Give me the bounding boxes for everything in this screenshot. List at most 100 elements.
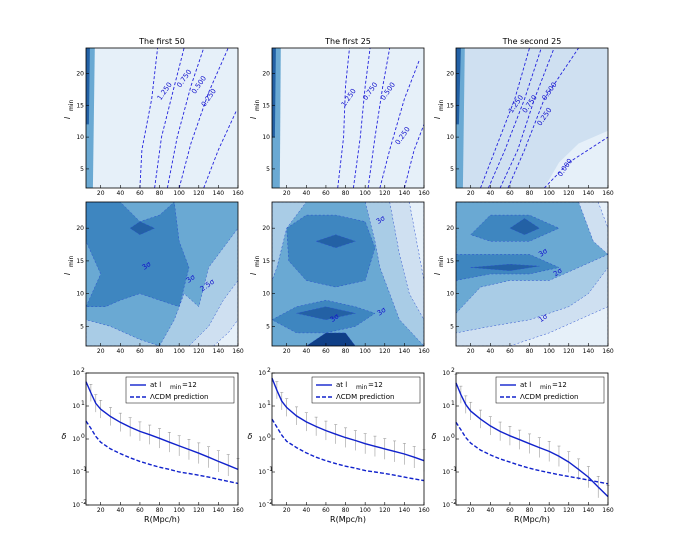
x-tick-label: 80: [526, 507, 534, 514]
contour-line-4: [379, 60, 420, 188]
legend-obs-label: at l: [150, 381, 161, 389]
x-tick-label: 140: [399, 348, 411, 355]
x-tick-label: 80: [156, 190, 164, 197]
y-tick-label: 20: [446, 70, 454, 77]
x-tick-label: 40: [303, 348, 311, 355]
significance-region-4: [409, 202, 424, 281]
y-tick-label: 10: [76, 291, 84, 298]
y-tick-label: 20: [446, 225, 454, 232]
x-tick-label: 20: [467, 507, 475, 514]
y-axis-label-sub: min: [68, 99, 75, 111]
contour-line-1: [139, 48, 159, 188]
y-tick-label: 20: [76, 225, 84, 232]
x-tick-label: 100: [543, 507, 555, 514]
axes-frame: [455, 47, 609, 189]
x-tick-label: 80: [342, 190, 350, 197]
y-tick-label: 10: [72, 502, 80, 509]
x-tick-label: 120: [563, 507, 575, 514]
x-tick-label: 120: [193, 190, 205, 197]
x-axis-label: R(Mpc/h): [330, 515, 366, 524]
contour-region-left-dark: [272, 48, 276, 138]
significance-region-9: [597, 202, 608, 229]
axes-frame: [85, 47, 239, 189]
y-tick-label: 15: [76, 258, 84, 265]
legend-obs-label: at l: [520, 381, 531, 389]
legend-obs-eq: =12: [182, 381, 197, 389]
legend-obs-sub: min: [540, 384, 552, 391]
y-axis-label: δ: [432, 432, 437, 441]
y-tick-label: 5: [266, 166, 270, 173]
y-tick-exponent: 0: [81, 433, 85, 440]
significance-region-7: [509, 218, 540, 235]
significance-region-8: [578, 202, 608, 255]
x-tick-label: 160: [232, 348, 244, 355]
y-tick-exponent: -1: [451, 466, 457, 473]
significance-region-9: [305, 332, 356, 346]
axes-frame: [271, 47, 425, 189]
contour-line-2: [487, 48, 542, 188]
x-tick-label: 160: [602, 507, 614, 514]
legend-pred-label: ΛCDM prediction: [336, 393, 394, 401]
y-tick-exponent: 2: [81, 367, 85, 374]
x-tick-label: 120: [379, 348, 391, 355]
x-tick-label: 40: [303, 190, 311, 197]
x-tick-label: 40: [117, 190, 125, 197]
contour-line-5: [543, 136, 608, 188]
significance-region-5: [470, 263, 540, 271]
axes-frame: [85, 201, 239, 347]
x-tick-label: 20: [97, 348, 105, 355]
y-axis-label-l: l: [433, 272, 442, 275]
x-tick-label: 160: [602, 190, 614, 197]
y-tick-exponent: 2: [451, 367, 455, 374]
y-tick-exponent: 1: [267, 400, 271, 407]
legend-obs-eq: =12: [552, 381, 567, 389]
contour-line-1: [480, 48, 530, 188]
legend-pred-label: ΛCDM prediction: [150, 393, 208, 401]
y-axis-label: l min: [63, 99, 75, 119]
y-axis-label-l: l: [249, 116, 258, 119]
significance-label-1: 3σ: [141, 260, 153, 272]
y-tick-label: 15: [446, 258, 454, 265]
observed-line: [85, 381, 239, 471]
x-tick-label: 20: [283, 190, 291, 197]
x-tick-label: 60: [322, 507, 330, 514]
contour-background: [86, 48, 238, 188]
y-tick-label: 15: [262, 258, 270, 265]
y-axis-label-sub: min: [254, 255, 261, 267]
x-tick-label: 20: [283, 507, 291, 514]
x-tick-label: 20: [467, 348, 475, 355]
contour-line-3: [166, 48, 205, 188]
observed-line: [455, 382, 609, 498]
x-tick-label: 120: [193, 507, 205, 514]
y-tick-label: 10: [258, 502, 266, 509]
prediction-line: [455, 421, 609, 485]
y-axis-label-l: l: [63, 272, 72, 275]
row2-contours: 3σ 3σ 3σ: [272, 202, 424, 346]
x-tick-label: 120: [379, 190, 391, 197]
y-tick-exponent: -2: [81, 499, 87, 506]
significance-label-2: 3σ: [329, 312, 341, 324]
y-tick-label: 20: [262, 225, 270, 232]
x-tick-label: 80: [156, 507, 164, 514]
x-tick-label: 20: [467, 190, 475, 197]
y-tick-label: 10: [442, 370, 450, 377]
axes-frame: [455, 201, 609, 347]
significance-label-1: 3σ: [375, 214, 387, 226]
observed-line: [271, 377, 425, 462]
y-tick-label: 10: [258, 370, 266, 377]
y-axis-label: l min: [63, 255, 75, 275]
x-tick-label: 140: [213, 507, 225, 514]
x-tick-label: 80: [342, 507, 350, 514]
y-tick-exponent: 2: [267, 367, 271, 374]
x-tick-label: 140: [213, 348, 225, 355]
x-tick-label: 60: [136, 190, 144, 197]
x-tick-label: 100: [543, 348, 555, 355]
legend-obs-sub: min: [356, 384, 368, 391]
